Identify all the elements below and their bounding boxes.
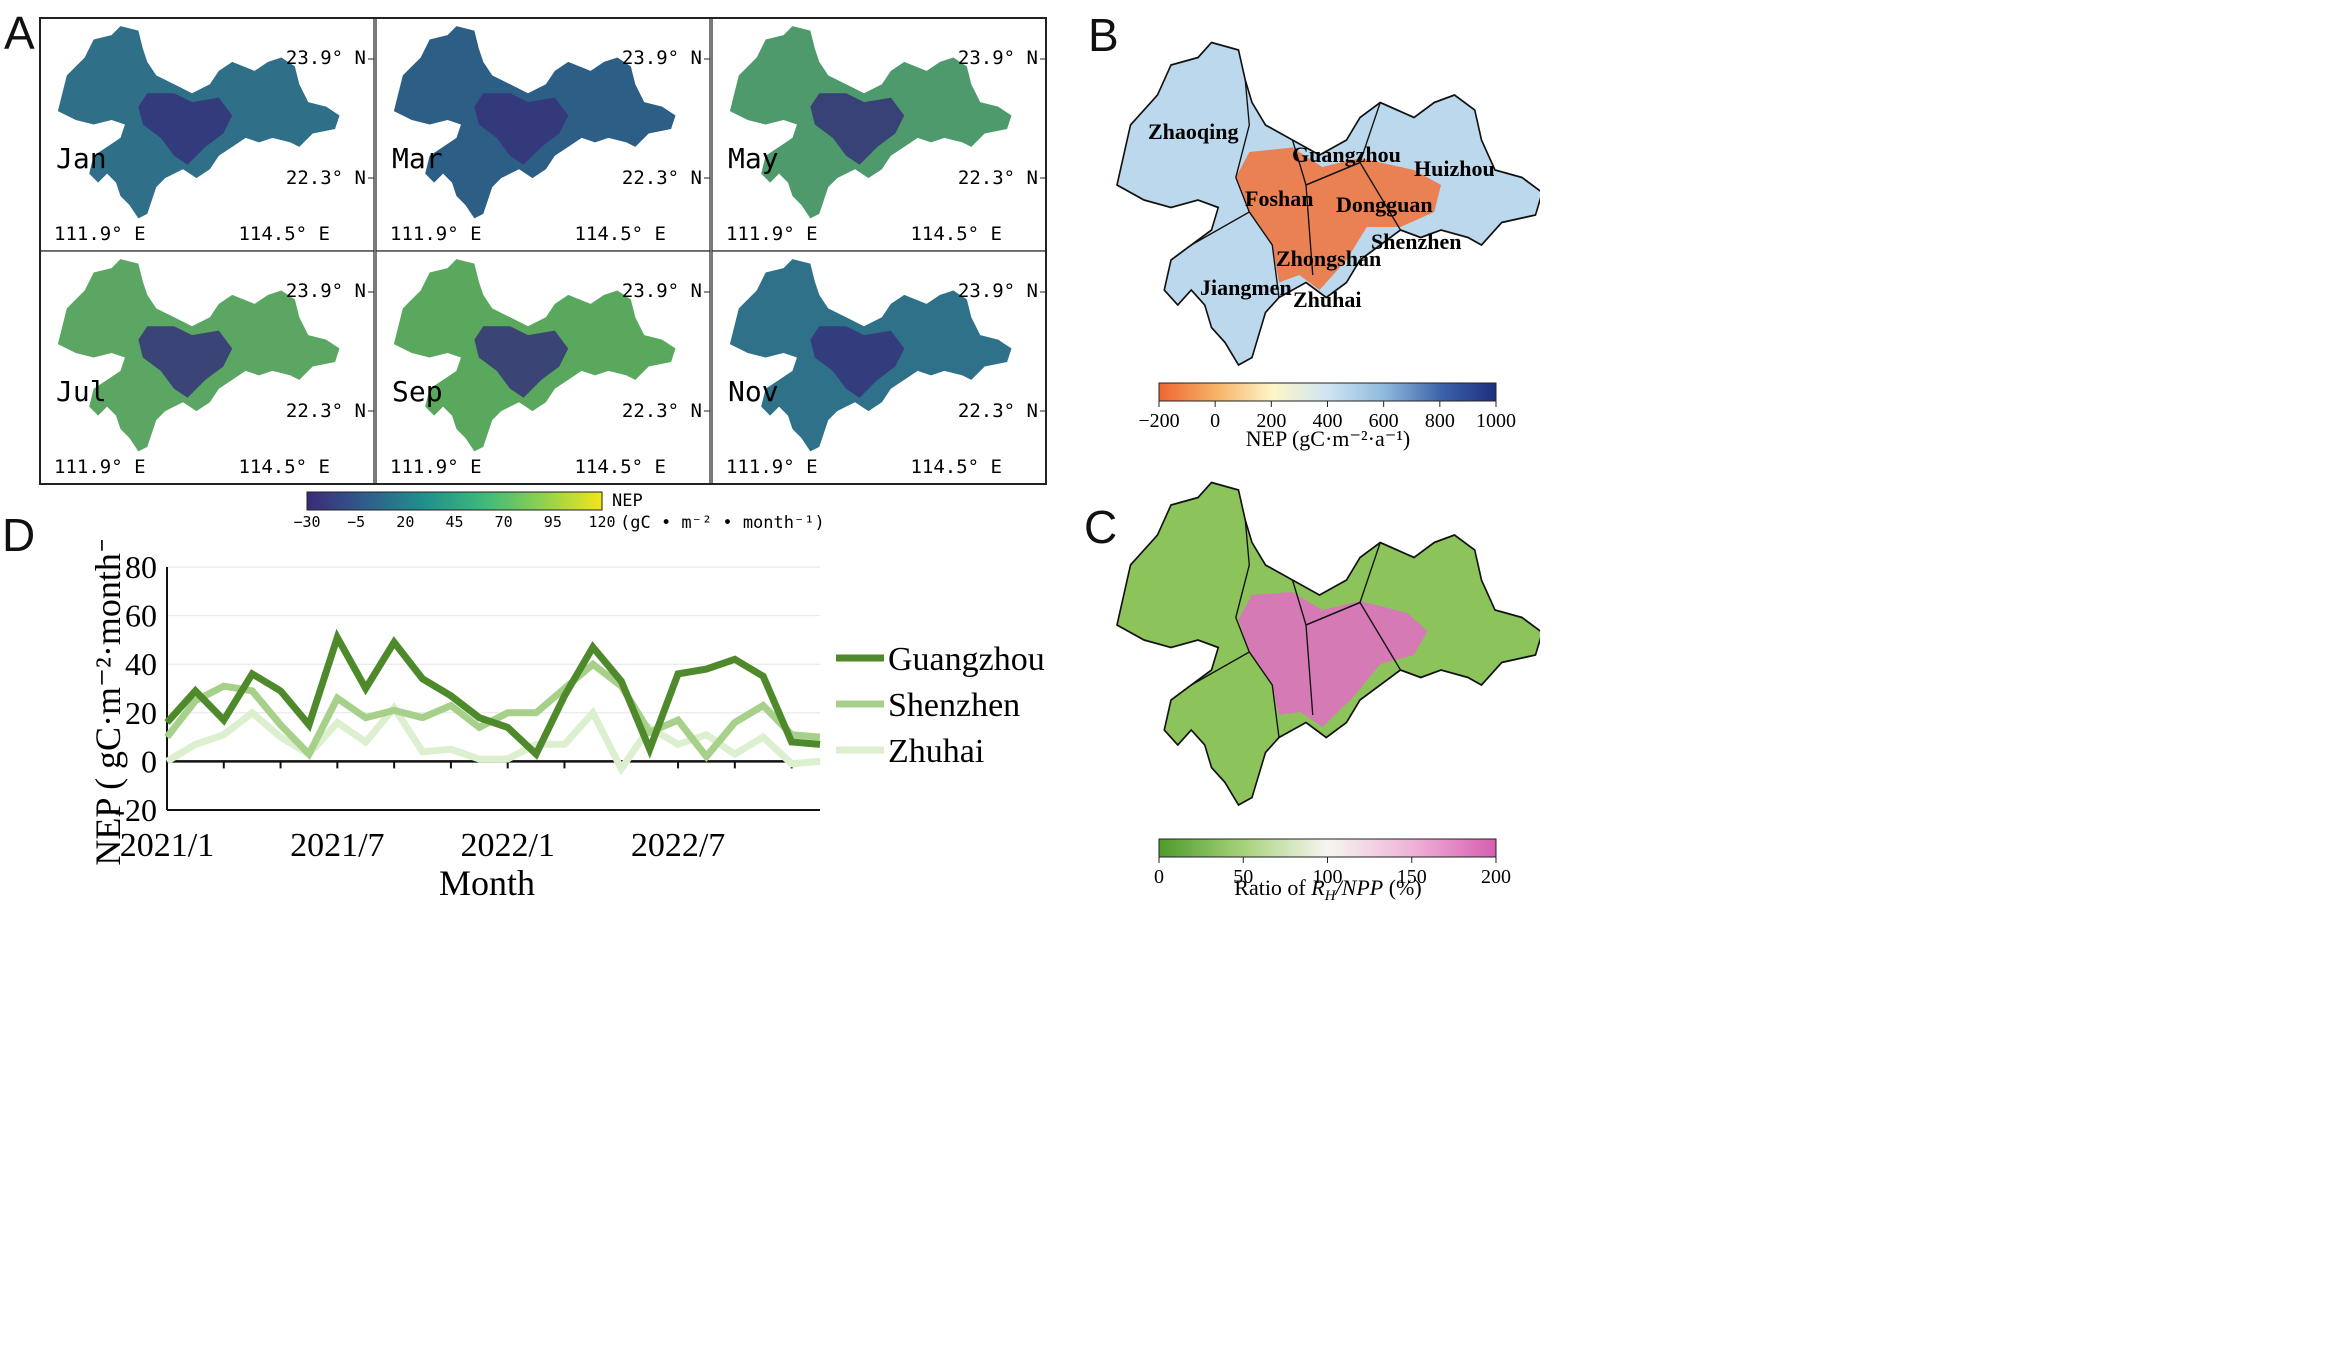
x-tick-label: 2022/1 xyxy=(460,827,554,864)
city-huizhou: Huizhou xyxy=(1414,156,1495,181)
lon-right-label: 114.5° E xyxy=(238,223,330,245)
y-tick-label: 60 xyxy=(125,598,157,634)
lat-top-label: 23.9° N xyxy=(622,280,702,302)
lon-right-label: 114.5° E xyxy=(238,456,330,478)
y-tick-label: 20 xyxy=(125,695,157,731)
lat-top-label: 23.9° N xyxy=(958,280,1038,302)
lat-top-label: 23.9° N xyxy=(622,47,702,69)
city-dongguan: Dongguan xyxy=(1336,192,1433,217)
colorbar-tick: 100 xyxy=(1313,866,1343,888)
city-guangzhou: Guangzhou xyxy=(1292,142,1401,167)
colorbar-tick: 200 xyxy=(1256,410,1286,432)
panel-d-label: D xyxy=(2,509,36,561)
a-colorbar-tick: −5 xyxy=(347,513,365,531)
lon-right-label: 114.5° E xyxy=(910,223,1002,245)
y-axis-label: NEP ( gC·m⁻²·month⁻¹ ) xyxy=(88,540,128,866)
colorbar-tick: 600 xyxy=(1369,410,1399,432)
urban-core-c xyxy=(1238,592,1428,727)
lon-right-label: 114.5° E xyxy=(910,456,1002,478)
a-colorbar-tick: 120 xyxy=(588,513,615,531)
city-shenzhen: Shenzhen xyxy=(1371,229,1461,254)
y-tick-label: 40 xyxy=(125,646,157,682)
series-line-zhuhai xyxy=(165,702,821,776)
lat-bottom-label: 22.3° N xyxy=(286,167,366,189)
colorbar-tick: −200 xyxy=(1138,410,1179,432)
panel-c-label: C xyxy=(1084,501,1118,553)
colorbar-tick: 0 xyxy=(1210,410,1220,432)
a-colorbar-tick: 45 xyxy=(445,513,463,531)
y-tick-label: 80 xyxy=(125,549,157,585)
lon-left-label: 111.9° E xyxy=(726,456,818,478)
colorbar-tick: 800 xyxy=(1425,410,1455,432)
a-colorbar-tick: −30 xyxy=(293,513,320,531)
series-line-guangzhou xyxy=(164,628,821,760)
panel-b-map: Zhaoqing Guangzhou Huizhou Foshan Donggu… xyxy=(1116,41,1540,451)
colorbar-tick: 1000 xyxy=(1476,410,1516,432)
lat-top-label: 23.9° N xyxy=(286,280,366,302)
a-colorbar-tick: 20 xyxy=(396,513,414,531)
urban-core-b xyxy=(1235,147,1441,290)
panel-b-colorbar xyxy=(1158,382,1497,402)
x-tick-label: 2022/7 xyxy=(631,827,725,864)
lon-left-label: 111.9° E xyxy=(726,223,818,245)
a-colorbar-tick: 70 xyxy=(495,513,513,531)
legend-label-shenzhen: Shenzhen xyxy=(888,687,1020,724)
a-colorbar-tick: 95 xyxy=(544,513,562,531)
map-tile-mar: Mar 23.9° N 22.3° N 111.9° E 114.5° E xyxy=(375,17,711,252)
panel-b-colorbar-label: NEP (gC·m⁻²·a⁻¹) xyxy=(1246,426,1411,451)
map-tile-jul: Jul 23.9° N 22.3° N 111.9° E 114.5° E xyxy=(39,250,375,485)
panel-c-map: 0 50 100 150 200 Ratio of RH/NPP (%) xyxy=(1116,481,1540,904)
colorbar-tick: 400 xyxy=(1313,410,1343,432)
map-tile-jan: Jan 23.9° N 22.3° N 111.9° E 114.5° E xyxy=(39,17,375,252)
colorbar-tick: 150 xyxy=(1397,866,1427,888)
panel-a-colorbar-title: NEP xyxy=(612,491,643,511)
lon-left-label: 111.9° E xyxy=(54,223,146,245)
month-label: Jul xyxy=(56,375,107,408)
month-label: Jan xyxy=(56,142,107,175)
colorbar-tick: 0 xyxy=(1154,866,1164,888)
legend-label-guangzhou: Guangzhou xyxy=(888,641,1045,678)
panel-a-maps: Jan 23.9° N 22.3° N 111.9° E 114.5° E Mar 23.9… xyxy=(39,17,1047,533)
lat-bottom-label: 22.3° N xyxy=(958,167,1038,189)
legend-label-zhuhai: Zhuhai xyxy=(888,733,984,770)
lat-top-label: 23.9° N xyxy=(958,47,1038,69)
lon-left-label: 111.9° E xyxy=(390,223,482,245)
map-tile-sep: Sep 23.9° N 22.3° N 111.9° E 114.5° E xyxy=(375,250,711,485)
month-label: Sep xyxy=(392,375,443,408)
lat-bottom-label: 22.3° N xyxy=(286,400,366,422)
panel-a-label: A xyxy=(4,7,35,59)
lat-top-label: 23.9° N xyxy=(286,47,366,69)
map-tile-nov: Nov 23.9° N 22.3° N 111.9° E 114.5° E xyxy=(711,250,1047,485)
lat-bottom-label: 22.3° N xyxy=(958,400,1038,422)
city-zhaoqing: Zhaoqing xyxy=(1148,119,1239,144)
lat-bottom-label: 22.3° N xyxy=(622,400,702,422)
lon-left-label: 111.9° E xyxy=(54,456,146,478)
lat-bottom-label: 22.3° N xyxy=(622,167,702,189)
lon-right-label: 114.5° E xyxy=(574,223,666,245)
lon-right-label: 114.5° E xyxy=(574,456,666,478)
colorbar-tick: 200 xyxy=(1481,866,1511,888)
x-axis-label: Month xyxy=(439,863,535,900)
panel-b-label: B xyxy=(1088,9,1119,61)
y-tick-label: 0 xyxy=(141,743,157,779)
city-jiangmen: Jiangmen xyxy=(1200,275,1292,300)
y-tick-label: -20 xyxy=(114,792,157,828)
month-label: Nov xyxy=(728,375,779,408)
colorbar-tick: 50 xyxy=(1233,866,1253,888)
x-tick-label: 2021/7 xyxy=(290,827,384,864)
city-foshan: Foshan xyxy=(1245,186,1313,211)
city-zhuhai: Zhuhai xyxy=(1293,287,1362,312)
city-zhongshan: Zhongshan xyxy=(1276,246,1381,271)
panel-a-colorbar xyxy=(306,491,603,511)
month-label: Mar xyxy=(392,142,443,175)
month-label: May xyxy=(728,142,779,175)
map-tile-may: May 23.9° N 22.3° N 111.9° E 114.5° E xyxy=(711,17,1047,252)
panel-c-colorbar xyxy=(1158,838,1497,858)
x-tick-label: 2021/1 xyxy=(120,827,214,864)
lon-left-label: 111.9° E xyxy=(390,456,482,478)
panel-a-colorbar-unit: (gC • m⁻² • month⁻¹) xyxy=(620,513,825,533)
panel-c-colorbar-label: Ratio of RH/NPP (%) xyxy=(1234,875,1421,904)
